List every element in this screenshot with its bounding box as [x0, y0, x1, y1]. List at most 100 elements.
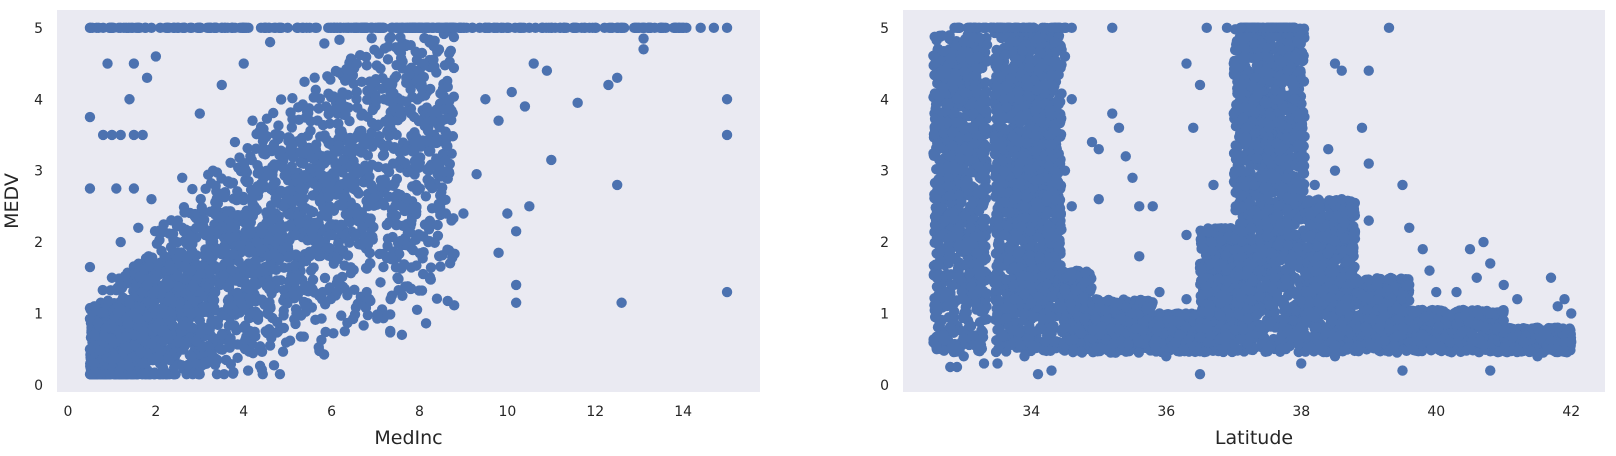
- data-point: [1464, 343, 1476, 355]
- data-point: [238, 58, 249, 69]
- data-point: [177, 172, 188, 183]
- data-point: [172, 22, 184, 34]
- data-point: [1545, 272, 1557, 283]
- data-point: [1059, 165, 1071, 176]
- data-point: [1485, 258, 1496, 269]
- data-point: [1444, 336, 1455, 348]
- data-point: [84, 261, 96, 273]
- data-point: [978, 358, 990, 369]
- data-point: [155, 22, 166, 34]
- data-point: [326, 22, 337, 34]
- data-point: [978, 122, 990, 134]
- data-point: [1397, 365, 1408, 376]
- data-point: [1491, 322, 1503, 333]
- data-point: [1066, 272, 1077, 283]
- data-point: [1046, 365, 1057, 376]
- data-point: [1424, 265, 1435, 276]
- data-point: [150, 51, 162, 62]
- data-point: [1093, 144, 1104, 155]
- data-point: [1296, 358, 1307, 369]
- data-point: [1154, 308, 1165, 319]
- data-point: [999, 94, 1010, 105]
- data-point: [931, 194, 942, 205]
- data-point: [1478, 236, 1489, 248]
- data-point: [1417, 243, 1428, 255]
- y-tick-label: 3: [880, 164, 889, 180]
- data-point: [1066, 22, 1077, 34]
- data-point: [436, 22, 447, 34]
- data-point: [612, 22, 623, 34]
- data-point: [335, 129, 346, 141]
- data-point: [951, 22, 963, 34]
- data-point: [194, 22, 205, 34]
- data-point: [590, 22, 601, 34]
- data-point: [216, 79, 227, 91]
- data-point: [958, 36, 969, 48]
- data-point: [1532, 351, 1543, 362]
- data-point: [1107, 22, 1118, 34]
- data-point: [612, 72, 623, 84]
- data-point: [1498, 315, 1509, 326]
- data-point: [541, 65, 553, 76]
- data-point: [317, 151, 329, 162]
- data-point: [931, 301, 942, 312]
- data-point: [1086, 136, 1098, 148]
- data-point: [721, 22, 733, 34]
- data-point: [510, 279, 522, 291]
- data-point: [216, 22, 227, 34]
- data-point: [128, 183, 140, 194]
- data-point: [207, 165, 219, 176]
- data-point: [1242, 136, 1253, 148]
- data-point: [1262, 22, 1273, 34]
- data-point: [1161, 351, 1172, 362]
- x-axis-label-medinc: MedInc: [374, 427, 442, 449]
- data-point: [1181, 293, 1192, 305]
- x-tick-label: 2: [151, 404, 160, 420]
- data-point: [304, 251, 315, 262]
- data-point: [1134, 201, 1145, 212]
- data-point: [260, 326, 271, 337]
- data-point: [633, 22, 645, 34]
- data-point: [106, 22, 118, 34]
- data-point: [89, 301, 100, 312]
- x-tick-label: 42: [1562, 404, 1580, 420]
- data-point: [251, 236, 263, 248]
- data-point: [128, 308, 140, 319]
- data-point: [264, 301, 276, 312]
- x-tick-label: 6: [327, 404, 336, 420]
- data-point: [638, 44, 649, 55]
- data-point: [102, 58, 113, 69]
- data-point: [207, 293, 219, 305]
- y-axis-label-medinc: MEDV: [1, 173, 23, 229]
- y-tick-label: 1: [880, 306, 889, 322]
- data-point: [172, 215, 184, 226]
- data-point: [300, 172, 311, 183]
- data-point: [1147, 201, 1158, 212]
- data-point: [1208, 179, 1219, 191]
- data-point: [1518, 336, 1530, 348]
- data-point: [141, 72, 153, 84]
- data-point: [1485, 308, 1496, 319]
- data-point: [1019, 308, 1030, 319]
- y-tick-label: 5: [880, 21, 889, 37]
- data-point: [172, 336, 184, 348]
- data-point: [115, 236, 126, 248]
- data-point: [510, 226, 522, 237]
- data-point: [612, 179, 623, 191]
- data-point: [1512, 293, 1523, 305]
- data-point: [392, 22, 403, 34]
- data-point: [185, 351, 197, 362]
- data-point: [1019, 351, 1030, 362]
- y-tick-label: 5: [34, 21, 43, 37]
- data-point: [150, 322, 162, 333]
- data-point: [194, 108, 205, 119]
- data-point: [1545, 343, 1557, 355]
- data-point: [708, 22, 720, 34]
- data-point: [1194, 79, 1206, 91]
- data-point: [282, 22, 293, 34]
- data-point: [931, 272, 942, 283]
- data-point: [97, 129, 109, 141]
- data-point: [1248, 179, 1260, 191]
